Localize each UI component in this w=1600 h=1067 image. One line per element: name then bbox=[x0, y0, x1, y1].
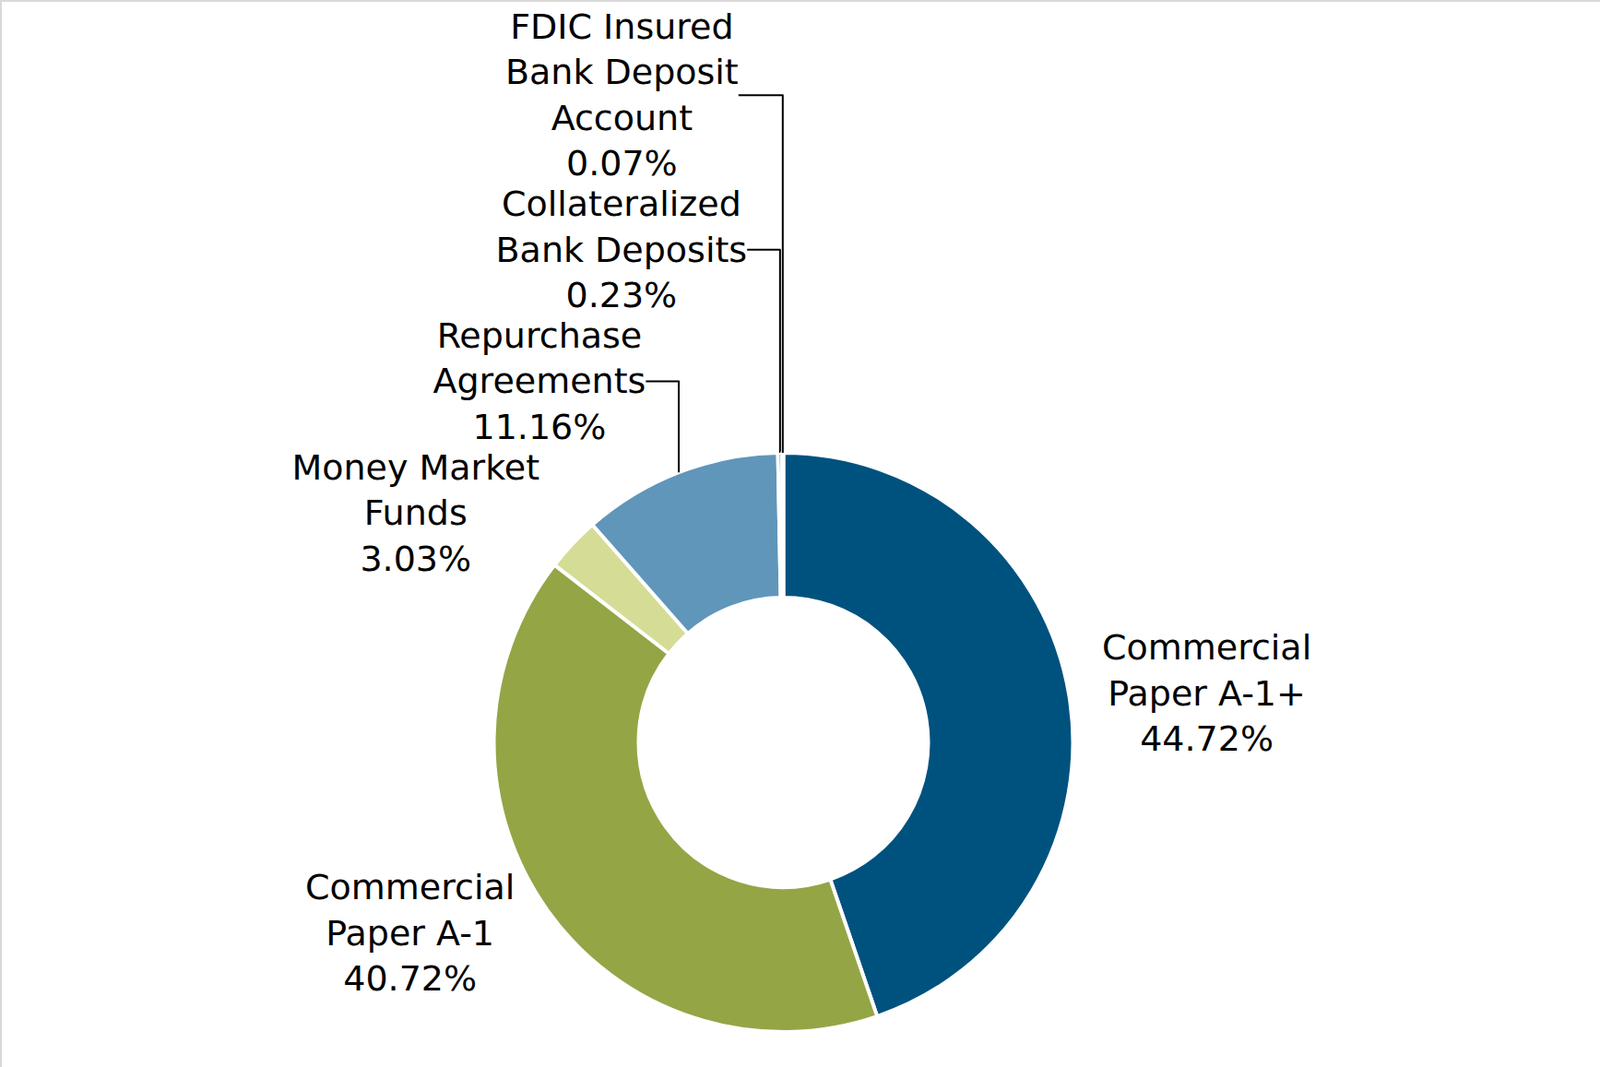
svg-text:RepurchaseAgreements11.16%: RepurchaseAgreements11.16% bbox=[432, 315, 646, 448]
svg-text:CommercialPaper A-140.72%: CommercialPaper A-140.72% bbox=[305, 866, 515, 999]
svg-text:FDIC InsuredBank DepositAccoun: FDIC InsuredBank DepositAccount0.07% bbox=[505, 6, 739, 184]
svg-text:Money MarketFunds3.03%: Money MarketFunds3.03% bbox=[291, 447, 540, 580]
svg-text:CommercialPaper A-1+44.72%: CommercialPaper A-1+44.72% bbox=[1102, 627, 1312, 759]
svg-text:CollateralizedBank Deposits0.2: CollateralizedBank Deposits0.23% bbox=[496, 183, 748, 316]
